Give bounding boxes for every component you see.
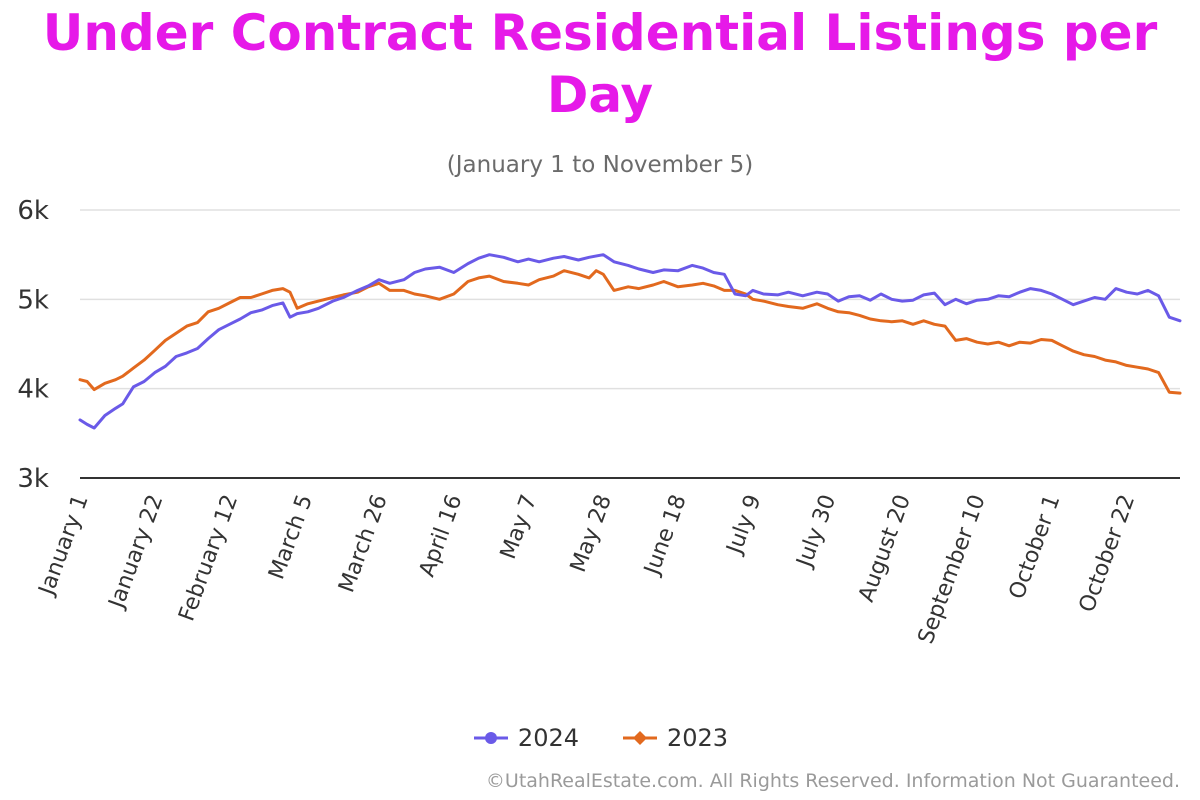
legend-label-2024: 2024 (517, 724, 579, 752)
copyright-notice: ©UtahRealEstate.com. All Rights Reserved… (485, 770, 1180, 792)
x-tick-label: October 1 (1005, 492, 1066, 603)
y-tick-label: 4k (17, 375, 49, 405)
series-line-2023 (78, 269, 1182, 395)
x-tick-label: July 9 (722, 492, 767, 559)
y-tick-label: 5k (17, 285, 49, 315)
legend-marker-2023 (623, 731, 657, 745)
x-tick-label: January 1 (34, 492, 94, 601)
x-tick-label: June 18 (639, 492, 692, 580)
series-line-2024 (78, 253, 1182, 430)
y-tick-label: 6k (17, 196, 49, 226)
x-tick-label: August 20 (854, 492, 916, 606)
x-tick-label: January 22 (104, 492, 169, 614)
legend-marker-2024 (473, 732, 508, 744)
x-tick-label: May 28 (566, 492, 617, 576)
legend-label-2023: 2023 (667, 724, 729, 752)
x-tick-label: February 12 (174, 492, 243, 625)
x-tick-label: March 5 (264, 492, 318, 583)
x-tick-label: July 30 (792, 492, 842, 572)
legend-item-2024[interactable]: 2024 (472, 724, 579, 752)
x-tick-label: October 22 (1075, 492, 1141, 616)
y-tick-label: 3k (17, 464, 49, 494)
x-tick-label: April 16 (415, 492, 468, 581)
chart-subtitle: (January 1 to November 5) (446, 152, 754, 178)
legend-item-2023[interactable]: 2023 (621, 724, 728, 752)
x-tick-label: September 10 (914, 492, 991, 648)
line-chart: 3k 4k 5k 6k January 1 January 22 February 12 Ma… (17, 196, 1182, 648)
x-tick-label: May 7 (496, 492, 542, 563)
x-tick-label: March 26 (334, 492, 392, 596)
legend: 2024 2023 (0, 724, 1200, 752)
chart-title: Under Contract Residential Listings per … (42, 4, 1158, 124)
